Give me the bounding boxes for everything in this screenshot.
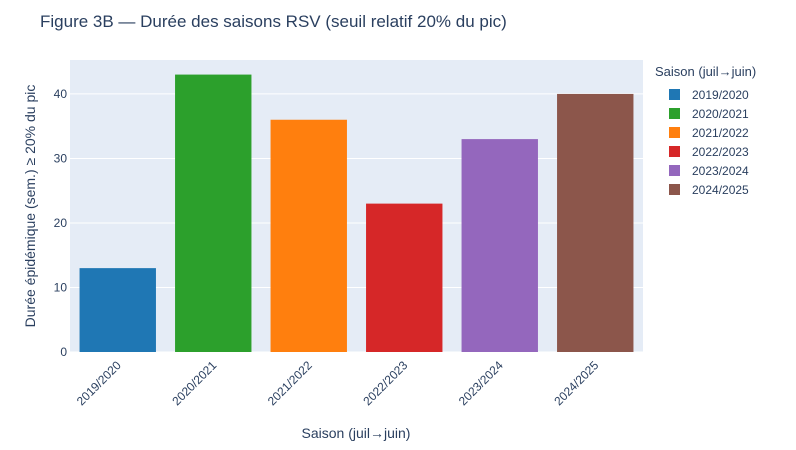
x-tick-label: 2019/2020 [74,358,124,408]
y-tick-labels: 0 10 20 30 40 [54,87,68,359]
bar-2024-2025[interactable] [557,93,634,352]
legend-item-2021-2022[interactable]: 2021/2022 [655,123,756,142]
y-tick-label: 40 [54,87,68,101]
legend-item-2024-2025[interactable]: 2024/2025 [655,180,756,199]
y-tick-label: 30 [54,151,68,165]
legend-item-2019-2020[interactable]: 2019/2020 [655,85,756,104]
legend-label: 2020/2021 [692,106,749,121]
bar-2023-2024[interactable] [461,139,538,352]
x-tick-labels: 2019/2020 2020/2021 2021/2022 2022/2023 2023… [74,358,602,408]
legend-swatch [669,184,680,195]
legend-swatch [669,127,680,138]
legend-item-2020-2021[interactable]: 2020/2021 [655,104,756,123]
y-axis-label: Durée épidémique (sem.) ≥ 20% du pic [22,85,38,328]
legend-label: 2019/2020 [692,87,749,102]
plot-area [70,60,643,352]
legend-title: Saison (juil→juin) [655,64,757,79]
legend-label: 2022/2023 [692,144,749,159]
y-tick-label: 0 [60,345,67,359]
x-tick-label: 2022/2023 [360,358,410,408]
legend-item-2023-2024[interactable]: 2023/2024 [655,161,756,180]
legend-items: 2019/2020 2020/2021 2021/2022 2022/2023 2023… [655,85,756,199]
bar-2020-2021[interactable] [175,74,252,353]
x-tick-label: 2020/2021 [169,358,219,408]
legend-label: 2024/2025 [692,182,749,197]
legend-swatch [669,146,680,157]
x-tick-label: 2024/2025 [551,358,601,408]
legend-swatch [669,89,680,100]
bars [79,74,634,353]
legend: Saison (juil→juin) 2019/2020 2020/2021 202… [655,64,756,199]
x-tick-label: 2021/2022 [265,358,315,408]
bar-2019-2020[interactable] [79,268,156,352]
x-tick-label: 2023/2024 [456,358,506,408]
y-tick-label: 20 [54,216,68,230]
gridlines [70,93,643,353]
x-axis-label: Saison (juil→juin) [302,425,411,441]
legend-label: 2021/2022 [692,125,749,140]
y-tick-label: 10 [54,280,68,294]
chart-title: Figure 3B — Durée des saisons RSV (seuil… [40,12,507,31]
legend-swatch [669,108,680,119]
legend-item-2022-2023[interactable]: 2022/2023 [655,142,756,161]
bar-2021-2022[interactable] [270,119,347,352]
legend-swatch [669,165,680,176]
bar-2022-2023[interactable] [366,203,443,352]
legend-label: 2023/2024 [692,163,749,178]
